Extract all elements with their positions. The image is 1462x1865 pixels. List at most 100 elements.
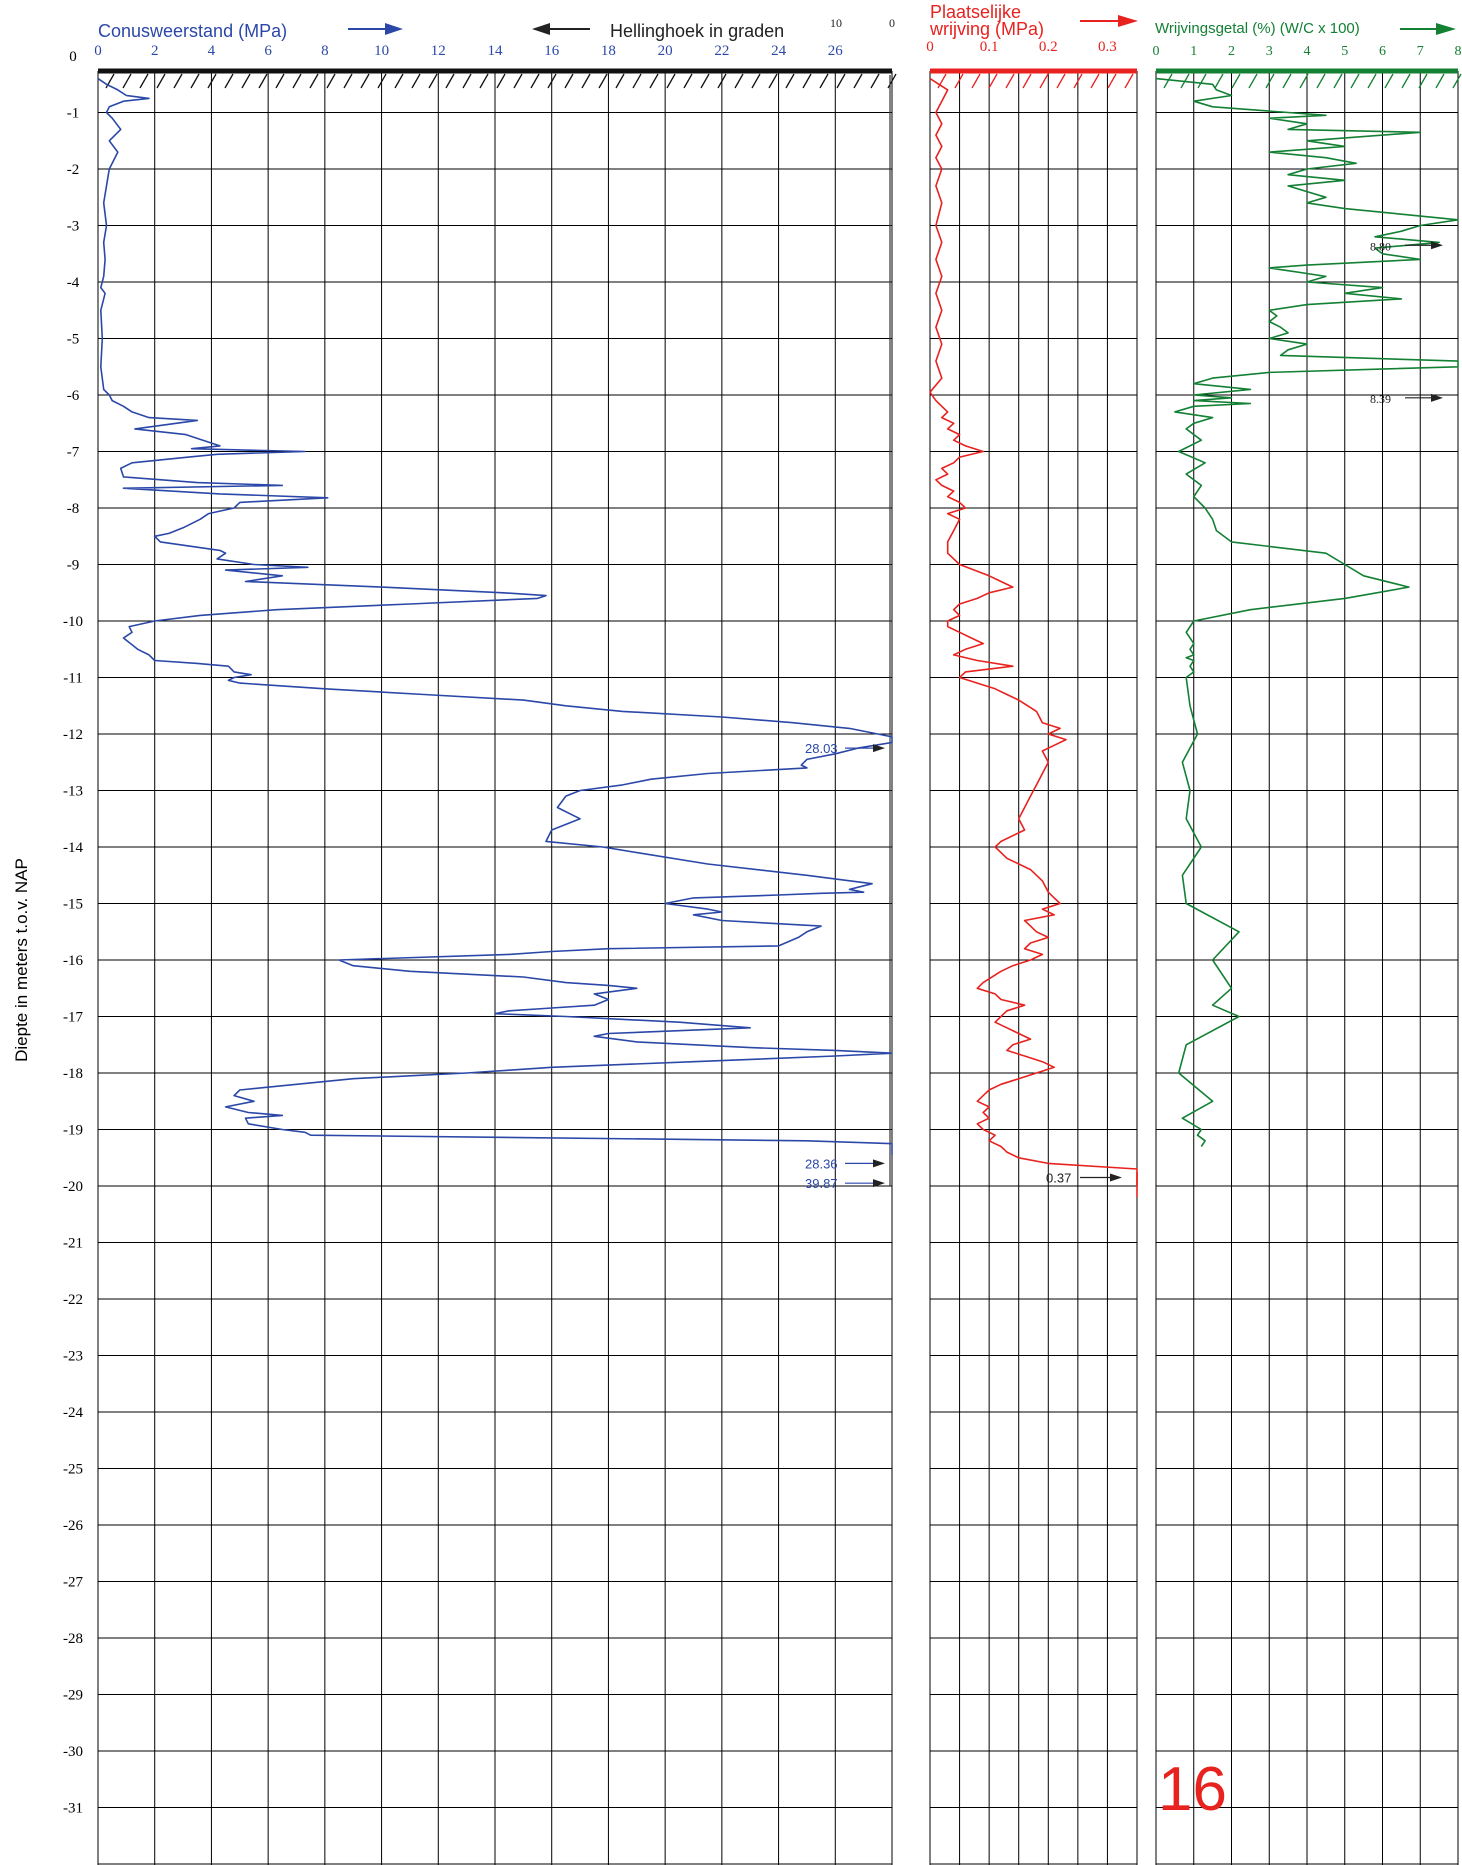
friction-hatch-mark — [1073, 73, 1083, 89]
cone-hatch-mark — [241, 73, 251, 89]
ratio-hatch-mark — [1418, 73, 1428, 89]
ratio-x-tick-label: 8 — [1455, 44, 1462, 59]
friction-hatch-mark — [1056, 73, 1066, 89]
y-tick-label: -29 — [63, 1688, 83, 1704]
ratio-hatch-mark — [1401, 73, 1411, 89]
cone-hatch-mark — [598, 73, 608, 89]
cone-hatch-mark — [632, 73, 642, 89]
cone-hatch-mark — [700, 73, 710, 89]
y-tick-label: -30 — [63, 1744, 83, 1760]
ratio-hatch-mark — [1435, 73, 1445, 89]
ratio-value-label: 8.39 — [1370, 392, 1391, 406]
ratio-title: Wrijvingsgetal (%) (W/C x 100) — [1155, 20, 1360, 37]
cone-value-arrow-icon — [873, 744, 885, 753]
ratio-hatch-mark — [1452, 73, 1462, 89]
y-tick-label: -31 — [63, 1801, 83, 1817]
cone-hatch-mark — [139, 73, 149, 89]
cone-hatch-mark — [377, 73, 387, 89]
cone-x-tick-label: 26 — [828, 43, 844, 59]
friction-x-tick-label: 0.3 — [1098, 39, 1117, 55]
ratio-hatch-mark — [1163, 73, 1173, 89]
ratio-hatch-mark — [1333, 73, 1343, 89]
cone-hatch-mark — [326, 73, 336, 89]
y-tick-label: -27 — [63, 1575, 83, 1591]
ratio-hatch-mark — [1265, 73, 1275, 89]
cone-hatch-mark — [853, 73, 863, 89]
y-tick-label: -23 — [63, 1349, 83, 1365]
y-axis-label: Diepte in meters t.o.v. NAP — [12, 858, 31, 1062]
cone-hatch-mark — [870, 73, 880, 89]
friction-hatch-mark — [1022, 73, 1032, 89]
cone-x-tick-label: 16 — [544, 43, 560, 59]
y-tick-label: -4 — [67, 275, 80, 291]
y-tick-label: -5 — [67, 332, 80, 348]
cone-title: Conusweerstand (MPa) — [98, 21, 287, 41]
ratio-title-arrow-icon — [1400, 23, 1456, 35]
cone-hatch-mark — [819, 73, 829, 89]
cone-value-label: 28.03 — [805, 741, 838, 756]
friction-x-tick-label: 0.1 — [980, 39, 999, 55]
friction-x-tick-label: 0 — [926, 39, 934, 55]
ratio-hatch-mark — [1350, 73, 1360, 89]
cone-hatch-mark — [547, 73, 557, 89]
cone-hatch-mark — [887, 73, 897, 89]
ratio-hatch-mark — [1282, 73, 1292, 89]
cone-hatch-mark — [190, 73, 200, 89]
inclination-tick-label: 0 — [889, 16, 895, 30]
ratio-hatch-mark — [1384, 73, 1394, 89]
y-tick-label: -24 — [63, 1405, 83, 1421]
tick-labels: 0 2 4 6 8 10 12 14 16 18 20 22 24 26 0 0.1 0.2 0.3 0 1 2 3 4 5 6… — [63, 39, 1462, 1817]
y-tick-label: -17 — [63, 1010, 83, 1026]
cone-x-tick-label: 0 — [94, 43, 102, 59]
cone-hatch-mark — [428, 73, 438, 89]
y-tick-label: 0 — [69, 49, 77, 65]
y-tick-label: -18 — [63, 1066, 83, 1082]
cone-hatch-mark — [394, 73, 404, 89]
y-tick-label: -12 — [63, 727, 83, 743]
cone-hatch-mark — [734, 73, 744, 89]
friction-title-line2: wrijving (MPa) — [929, 19, 1044, 39]
cone-x-tick-label: 8 — [321, 43, 329, 59]
ratio-series-line — [1155, 77, 1459, 1147]
y-tick-label: -8 — [67, 501, 80, 517]
cone-hatch-mark — [479, 73, 489, 89]
friction-series-line — [929, 77, 1138, 1186]
cone-value-label: 39.87 — [805, 1176, 838, 1191]
cone-value-arrow-icon — [873, 1159, 885, 1168]
cone-hatch-mark — [258, 73, 268, 89]
cone-hatch-mark — [581, 73, 591, 89]
cone-hatch-mark — [666, 73, 676, 89]
cone-x-tick-label: 20 — [658, 43, 673, 59]
cone-x-tick-label: 10 — [374, 43, 389, 59]
cone-hatch-mark — [564, 73, 574, 89]
cone-x-tick-label: 14 — [488, 43, 504, 59]
inclination-title: Hellinghoek in graden — [610, 21, 784, 41]
ratio-x-tick-label: 5 — [1341, 44, 1348, 59]
y-tick-label: -26 — [63, 1518, 83, 1534]
inclination-title-arrow-icon — [532, 23, 590, 35]
y-tick-label: -2 — [67, 162, 80, 178]
friction-hatch-mark — [1124, 73, 1134, 89]
cone-hatch-mark — [207, 73, 217, 89]
y-tick-label: -25 — [63, 1462, 83, 1478]
friction-hatch-mark — [937, 73, 947, 89]
ratio-x-tick-label: 3 — [1266, 44, 1273, 59]
cone-hatch-mark — [360, 73, 370, 89]
cone-value-arrow-icon — [873, 1179, 885, 1188]
cone-hatch-mark — [717, 73, 727, 89]
friction-hatch-mark — [1107, 73, 1117, 89]
y-tick-label: -3 — [67, 219, 80, 235]
cone-title-arrow-icon — [348, 23, 403, 35]
surface-hatch — [98, 68, 1462, 89]
cone-hatch-mark — [275, 73, 285, 89]
ratio-x-tick-label: 0 — [1153, 44, 1160, 59]
y-tick-label: -21 — [63, 1236, 83, 1252]
y-tick-label: -16 — [63, 953, 83, 969]
ratio-hatch-mark — [1214, 73, 1224, 89]
cone-series-line — [97, 77, 893, 1155]
grid-layer — [97, 71, 1459, 1865]
cone-hatch-mark — [156, 73, 166, 89]
cone-x-tick-label: 12 — [431, 43, 446, 59]
ratio-x-tick-label: 1 — [1190, 44, 1197, 59]
inclination-tick-label: 10 — [830, 16, 842, 30]
